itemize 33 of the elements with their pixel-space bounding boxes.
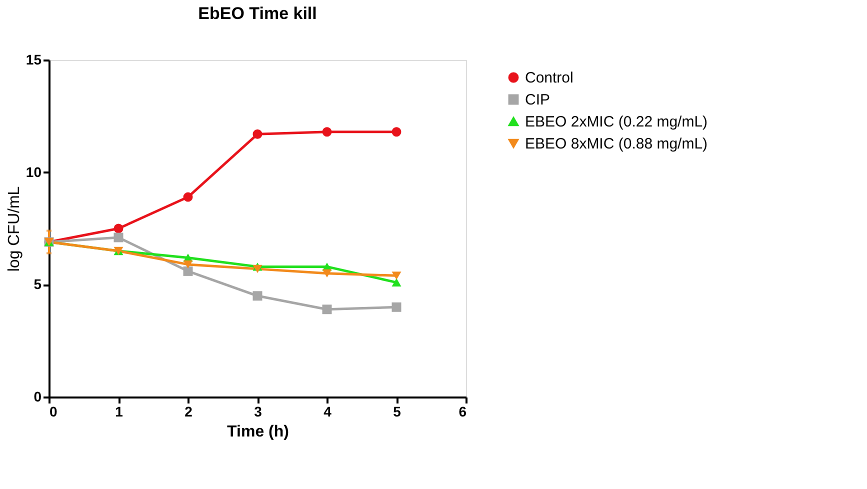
x-tick-label: 0 [50,404,58,420]
x-tick-label: 1 [115,404,124,420]
point [392,278,402,287]
legend-label: CIP [525,92,550,108]
point [322,269,332,278]
y-tick-label: 0 [34,388,42,404]
x-tick-label: 2 [184,404,193,420]
x-tick-label: 6 [458,404,467,420]
point [114,232,124,242]
point [322,304,332,314]
point [114,224,124,234]
chart-title: EbEO Time kill [198,4,317,23]
y-tick-label: 15 [26,52,42,68]
y-axis-title: log CFU/mL [6,186,23,272]
point [183,260,193,269]
y-tick-label: 10 [26,164,42,180]
legend-label: Control [525,70,574,86]
x-axis-title: Time (h) [227,424,289,440]
point [183,192,193,202]
x-tick-label: 5 [393,404,402,420]
point [392,272,402,280]
point [183,266,193,276]
point [392,302,402,312]
legend-label: EBEO 8xMIC (0.88 mg/mL) [525,136,708,152]
point [252,264,262,274]
y-tick-label: 5 [34,276,42,292]
point [252,291,262,301]
point [252,129,262,139]
point [322,127,332,137]
point [392,127,402,137]
x-tick-label: 4 [324,404,332,420]
x-tick-label: 3 [254,404,262,420]
legend-label: EBEO 2xMIC (0.22 mg/mL) [525,114,708,130]
